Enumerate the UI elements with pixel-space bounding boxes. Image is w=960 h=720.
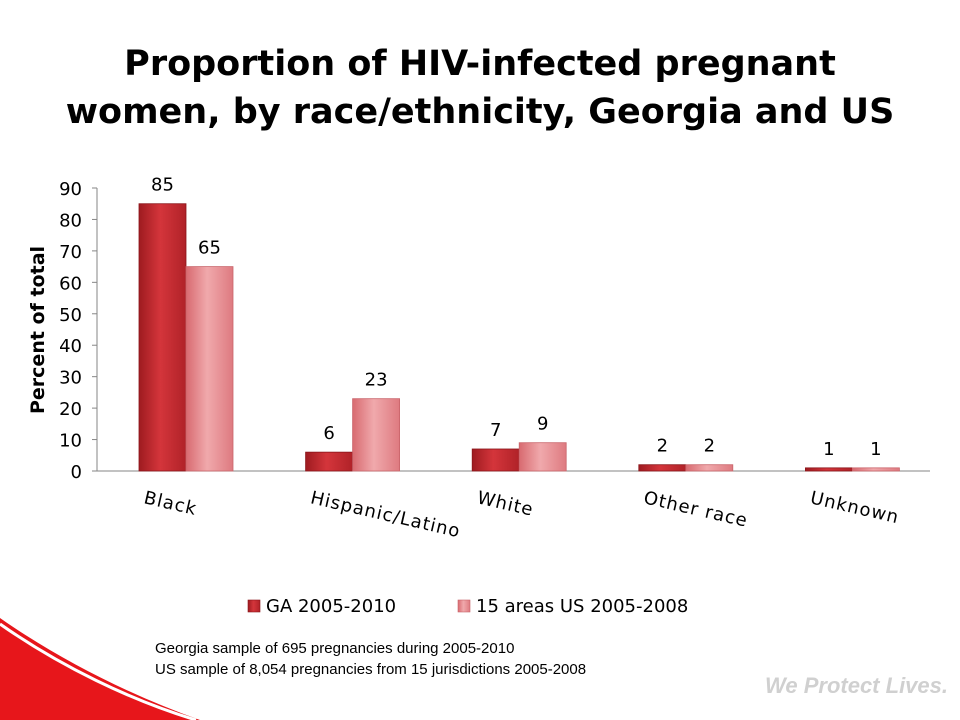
legend-label-ga-2005-2010: GA 2005-2010 — [266, 596, 396, 617]
page-title: Proportion of HIV-infected pregnant wome… — [0, 40, 960, 136]
title-line-2: women, by race/ethnicity, Georgia and US — [65, 92, 895, 132]
bar-unknown-15-areas-us-2005-2008 — [852, 467, 900, 472]
bar-unknown-ga-2005-2010 — [805, 467, 853, 472]
y-tick-label: 40 — [59, 336, 82, 357]
bar-black-ga-2005-2010 — [138, 203, 187, 472]
legend-swatch-15-areas-us-2005-2008 — [457, 599, 471, 613]
y-tick-label: 0 — [71, 462, 82, 483]
bar-hispanic-latino-15-areas-us-2005-2008 — [352, 398, 401, 472]
title-line-1: Proportion of HIV-infected pregnant — [124, 44, 836, 84]
bar-white-15-areas-us-2005-2008 — [518, 442, 567, 472]
bar-other-race-15-areas-us-2005-2008 — [685, 464, 734, 472]
note-georgia: Georgia sample of 695 pregnancies during… — [155, 640, 515, 657]
tagline: We Protect Lives. — [765, 673, 948, 698]
bar-hispanic-latino-ga-2005-2010 — [305, 451, 354, 472]
decorative-swoosh — [0, 618, 200, 720]
data-label-other-race-ga-2005-2010: 2 — [657, 436, 668, 457]
category-label-black: Black — [142, 487, 199, 520]
category-label-unknown: Unknown — [808, 487, 901, 528]
sample-notes: Georgia sample of 695 pregnancies during… — [155, 638, 586, 680]
data-label-black-15-areas-us-2005-2008: 65 — [198, 238, 221, 259]
bar-white-ga-2005-2010 — [471, 448, 520, 472]
y-tick-label: 60 — [59, 273, 82, 294]
data-label-hispanic-latino-15-areas-us-2005-2008: 23 — [365, 370, 388, 391]
note-us: US sample of 8,054 pregnancies from 15 j… — [155, 661, 587, 678]
data-label-white-ga-2005-2010: 7 — [490, 420, 501, 441]
y-tick-label: 90 — [59, 179, 82, 200]
y-tick-label: 70 — [59, 242, 82, 263]
y-tick-label: 10 — [59, 431, 82, 452]
y-tick-label: 20 — [59, 399, 82, 420]
bar-other-race-ga-2005-2010 — [638, 464, 687, 472]
data-label-unknown-15-areas-us-2005-2008: 1 — [870, 439, 881, 460]
legend-swatch-ga-2005-2010 — [247, 599, 261, 613]
category-label-hispanic-latino: Hispanic/Latino — [308, 487, 462, 542]
y-tick-label: 80 — [59, 210, 82, 231]
data-label-other-race-15-areas-us-2005-2008: 2 — [704, 436, 715, 457]
y-axis-label: Percent of total — [27, 246, 49, 414]
data-label-unknown-ga-2005-2010: 1 — [823, 439, 834, 460]
data-label-hispanic-latino-ga-2005-2010: 6 — [323, 423, 334, 444]
legend-label-15-areas-us-2005-2008: 15 areas US 2005-2008 — [476, 596, 688, 617]
y-tick-label: 50 — [59, 305, 82, 326]
y-tick-label: 30 — [59, 368, 82, 389]
data-label-black-ga-2005-2010: 85 — [151, 175, 174, 196]
category-label-white: White — [475, 487, 536, 520]
category-label-other-race: Other race — [642, 487, 750, 531]
data-label-white-15-areas-us-2005-2008: 9 — [537, 414, 548, 435]
bar-black-15-areas-us-2005-2008 — [185, 266, 234, 472]
